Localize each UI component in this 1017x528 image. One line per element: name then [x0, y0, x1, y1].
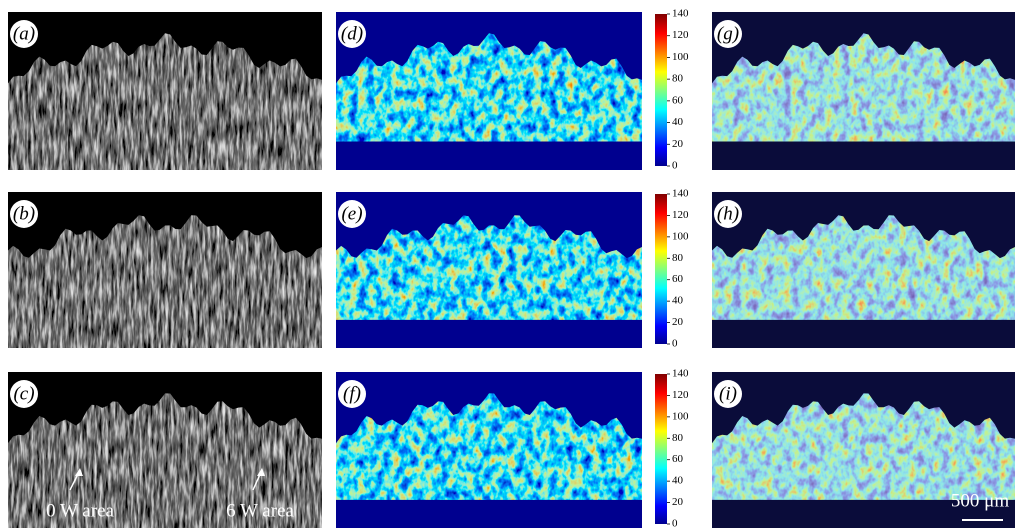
colorbar-tick-label: 100 — [672, 410, 689, 422]
label-badge — [10, 200, 38, 228]
colorbar-tick-label: 120 — [672, 29, 689, 41]
colorbar — [655, 14, 667, 166]
panel-label: (f) — [343, 383, 361, 404]
label-badge — [714, 20, 742, 48]
colorbar-tick-label: 120 — [672, 209, 689, 221]
colorbar — [655, 194, 667, 344]
colorbar-tick-label: 80 — [672, 73, 684, 85]
colorbar-tick-label: 20 — [672, 138, 684, 150]
colorbar-tick-label: 40 — [672, 475, 684, 487]
arrow-head — [257, 468, 265, 476]
colorbar-tick-label: 60 — [672, 453, 684, 465]
colorbar-tick-label: 0 — [672, 518, 678, 528]
colorbar-tick-label: 140 — [672, 368, 689, 380]
panel-label: (h) — [717, 203, 739, 224]
colorbar-tick-label: 100 — [672, 51, 689, 63]
arrow-head — [75, 468, 83, 476]
label-badge — [338, 200, 366, 228]
tissue-texture — [8, 215, 322, 348]
colorbar-tick-label: 140 — [672, 188, 689, 200]
label-badge — [338, 20, 366, 48]
label-badge — [338, 380, 366, 408]
panel-label: (c) — [13, 383, 34, 404]
colorbar-tick-label: 0 — [672, 160, 678, 172]
annotation: 0 W area — [46, 500, 114, 521]
colorbar-tick-label: 60 — [672, 94, 684, 106]
panel-label: (e) — [341, 203, 362, 224]
panel-label: (a) — [13, 23, 35, 44]
colorbar-tick-label: 140 — [672, 8, 689, 20]
colorbar-tick-label: 20 — [672, 316, 684, 328]
panel-label: (b) — [13, 203, 35, 224]
colorbar-tick-label: 20 — [672, 496, 684, 508]
colorbar-tick-label: 0 — [672, 338, 678, 350]
colorbar-tick-label: 40 — [672, 116, 684, 128]
label-badge — [714, 380, 742, 408]
colorbar-tick-label: 100 — [672, 230, 689, 242]
colorbar-tick-label: 40 — [672, 295, 684, 307]
colorbar-tick-label: 80 — [672, 252, 684, 264]
annotation: 6 W area — [226, 500, 294, 521]
colorbar-tick-label: 120 — [672, 389, 689, 401]
label-badge — [10, 20, 38, 48]
label-badge — [10, 380, 38, 408]
panel-label: (d) — [341, 23, 363, 44]
colorbar — [655, 374, 667, 524]
panel-label: (i) — [719, 383, 737, 404]
panel-label: (g) — [717, 23, 739, 44]
label-badge — [714, 200, 742, 228]
colorbar-tick-label: 60 — [672, 273, 684, 285]
colorbar-tick-label: 80 — [672, 432, 684, 444]
scale-bar-label: 500 μm — [951, 490, 1009, 511]
